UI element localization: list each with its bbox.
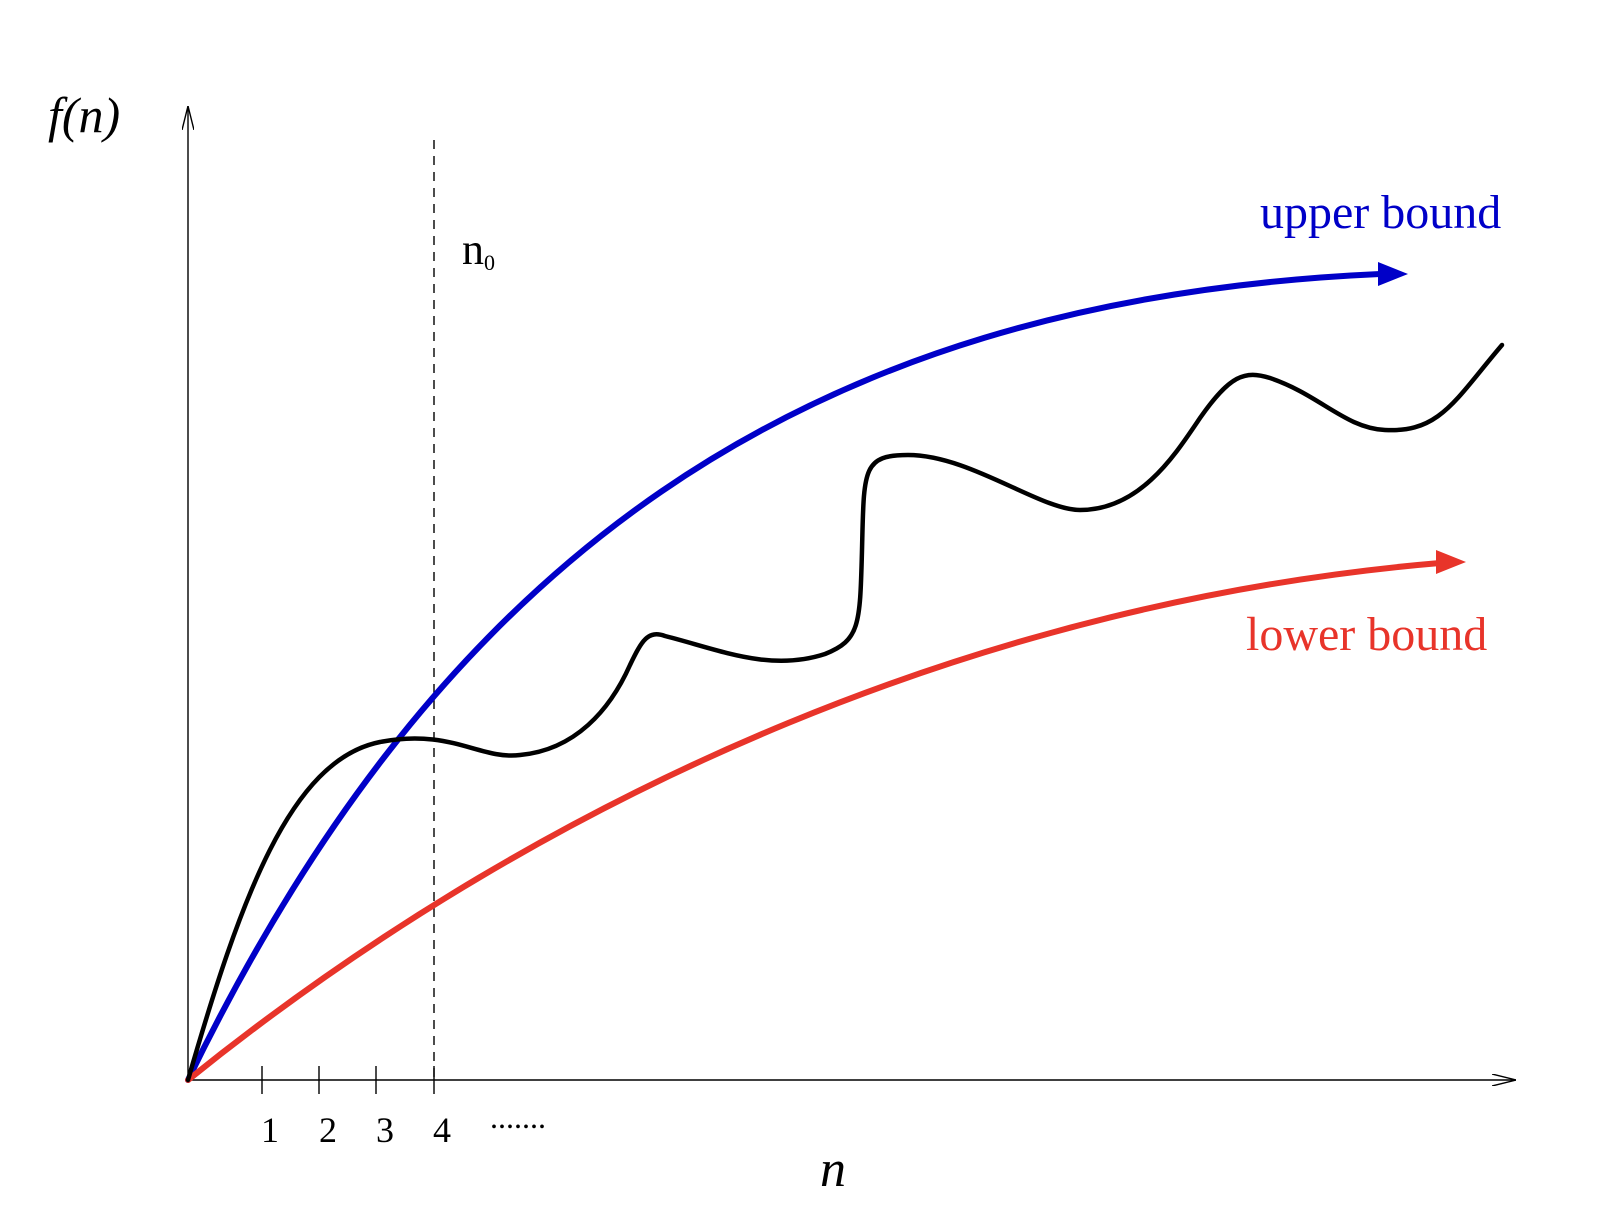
upper-bound-label: upper bound [1260,186,1501,239]
n0-label-main: n [462,225,484,274]
x-tick-label: 4 [433,1110,451,1150]
x-ellipsis: ....... [490,1099,546,1135]
x-axis-label: n [820,1141,846,1198]
lower-bound-label: lower bound [1246,608,1487,661]
upper-bound-arrowhead [1378,262,1408,286]
function-curve [185,342,1505,1083]
n0-label: n0 [462,225,495,275]
x-tick-label: 1 [261,1110,279,1150]
x-tick-label: 2 [319,1110,337,1150]
x-tick-label: 3 [376,1110,394,1150]
y-axis-label: f(n) [48,87,120,143]
lower-bound-curve [185,560,1443,1083]
upper-bound-curve [185,271,1383,1083]
n0-label-subscript: 0 [484,250,495,275]
lower-bound-arrowhead [1436,550,1466,574]
x-tick-labels: 1 2 3 4 [261,1110,451,1150]
